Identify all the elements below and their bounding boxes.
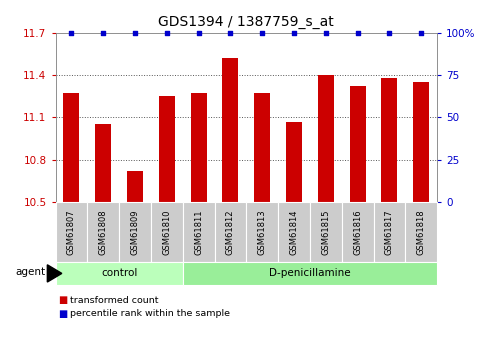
Bar <box>254 93 270 202</box>
Bar <box>318 75 334 202</box>
Text: ■: ■ <box>58 295 67 305</box>
Text: GSM61814: GSM61814 <box>289 209 298 255</box>
Point <box>290 30 298 36</box>
Bar <box>286 121 302 202</box>
Text: GSM61812: GSM61812 <box>226 209 235 255</box>
Point <box>163 30 170 36</box>
Bar <box>63 93 79 202</box>
Text: GSM61817: GSM61817 <box>385 209 394 255</box>
Text: GSM61818: GSM61818 <box>417 209 426 255</box>
Text: GSM61816: GSM61816 <box>353 209 362 255</box>
Bar <box>413 82 429 202</box>
Point <box>68 30 75 36</box>
Point <box>385 30 393 36</box>
Bar <box>191 93 207 202</box>
Text: control: control <box>101 268 137 278</box>
Text: GSM61807: GSM61807 <box>67 209 76 255</box>
Bar <box>127 171 143 202</box>
Bar <box>350 86 366 202</box>
Polygon shape <box>47 265 62 282</box>
Point <box>131 30 139 36</box>
Text: GSM61815: GSM61815 <box>321 209 330 255</box>
Text: GSM61810: GSM61810 <box>162 209 171 255</box>
Text: ■: ■ <box>58 309 67 319</box>
Text: GSM61811: GSM61811 <box>194 209 203 255</box>
Bar <box>223 58 239 202</box>
Point <box>195 30 202 36</box>
Point <box>258 30 266 36</box>
Text: GSM61809: GSM61809 <box>130 209 140 255</box>
Text: agent: agent <box>16 267 46 277</box>
Point <box>354 30 361 36</box>
Title: GDS1394 / 1387759_s_at: GDS1394 / 1387759_s_at <box>158 15 334 29</box>
Text: percentile rank within the sample: percentile rank within the sample <box>70 309 230 318</box>
Point <box>227 30 234 36</box>
Text: GSM61808: GSM61808 <box>99 209 108 255</box>
Text: transformed count: transformed count <box>70 296 158 305</box>
Point <box>99 30 107 36</box>
Text: D-penicillamine: D-penicillamine <box>269 268 351 278</box>
Point <box>322 30 330 36</box>
Bar <box>95 124 111 202</box>
Bar <box>159 96 175 202</box>
Text: GSM61813: GSM61813 <box>258 209 267 255</box>
Bar <box>382 78 398 202</box>
Point <box>417 30 425 36</box>
